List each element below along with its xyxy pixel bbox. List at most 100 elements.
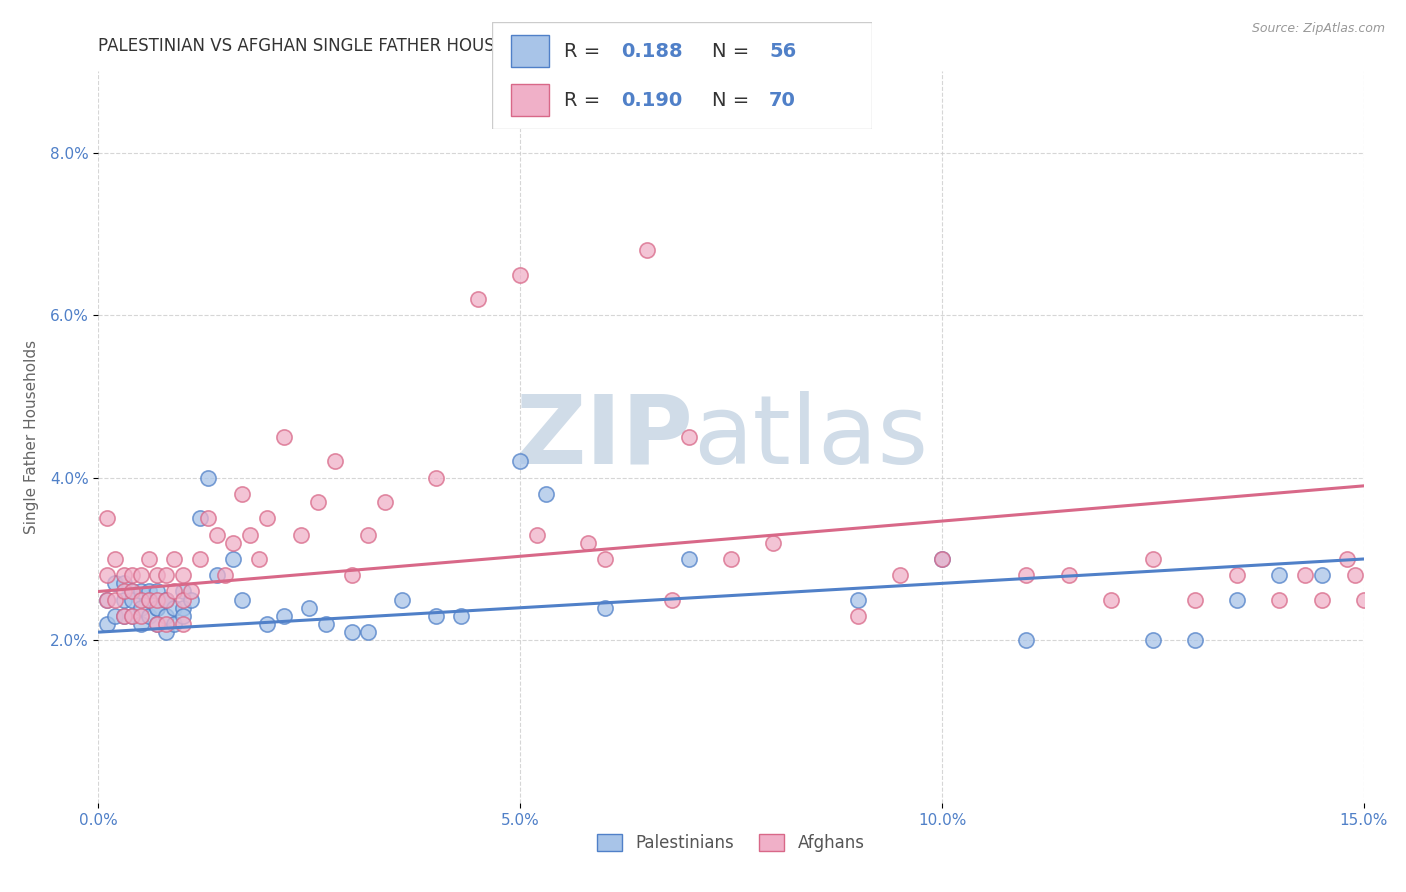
- Point: [661, 592, 683, 607]
- FancyBboxPatch shape: [512, 35, 548, 67]
- Point: [374, 495, 396, 509]
- Point: [155, 592, 177, 607]
- Point: [138, 552, 160, 566]
- Point: [239, 527, 262, 541]
- Point: [96, 592, 118, 607]
- Point: [129, 568, 152, 582]
- Point: [298, 600, 321, 615]
- Text: N =: N =: [713, 42, 756, 61]
- Point: [104, 608, 127, 623]
- Text: 0.190: 0.190: [621, 91, 682, 110]
- Point: [1310, 592, 1333, 607]
- Point: [146, 617, 169, 632]
- Point: [678, 430, 700, 444]
- Point: [315, 617, 337, 632]
- Point: [112, 568, 135, 582]
- Point: [121, 608, 143, 623]
- Point: [146, 584, 169, 599]
- Point: [636, 243, 658, 257]
- Y-axis label: Single Father Households: Single Father Households: [24, 340, 39, 534]
- Text: R =: R =: [564, 91, 607, 110]
- Text: 0.188: 0.188: [621, 42, 683, 61]
- Point: [357, 625, 380, 640]
- Point: [96, 568, 118, 582]
- Point: [96, 617, 118, 632]
- Point: [138, 592, 160, 607]
- Point: [467, 292, 489, 306]
- Point: [1268, 568, 1291, 582]
- Point: [593, 552, 616, 566]
- Point: [1015, 568, 1038, 582]
- Point: [846, 608, 869, 623]
- Point: [121, 568, 143, 582]
- Point: [231, 592, 253, 607]
- Point: [172, 608, 194, 623]
- Point: [172, 600, 194, 615]
- Point: [509, 268, 531, 282]
- Point: [146, 617, 169, 632]
- Point: [222, 535, 245, 549]
- Point: [1099, 592, 1122, 607]
- Point: [112, 584, 135, 599]
- Point: [180, 584, 202, 599]
- Point: [1057, 568, 1080, 582]
- Point: [340, 625, 363, 640]
- Point: [129, 608, 152, 623]
- Text: ZIP: ZIP: [515, 391, 693, 483]
- Point: [96, 592, 118, 607]
- Point: [1184, 633, 1206, 648]
- Point: [593, 600, 616, 615]
- Point: [357, 527, 380, 541]
- Point: [146, 568, 169, 582]
- Point: [129, 600, 152, 615]
- Point: [129, 617, 152, 632]
- Point: [155, 592, 177, 607]
- Point: [256, 617, 278, 632]
- Point: [112, 608, 135, 623]
- Point: [1310, 568, 1333, 582]
- Point: [678, 552, 700, 566]
- Point: [290, 527, 312, 541]
- Point: [163, 617, 186, 632]
- Point: [1268, 592, 1291, 607]
- Point: [1015, 633, 1038, 648]
- Point: [1226, 592, 1249, 607]
- Point: [425, 608, 447, 623]
- Point: [889, 568, 911, 582]
- Point: [172, 584, 194, 599]
- Point: [231, 487, 253, 501]
- FancyBboxPatch shape: [492, 22, 872, 129]
- Point: [121, 608, 143, 623]
- Text: PALESTINIAN VS AFGHAN SINGLE FATHER HOUSEHOLDS CORRELATION CHART: PALESTINIAN VS AFGHAN SINGLE FATHER HOUS…: [98, 37, 748, 54]
- Text: N =: N =: [713, 91, 756, 110]
- Point: [172, 568, 194, 582]
- Point: [450, 608, 472, 623]
- Point: [112, 592, 135, 607]
- Text: 56: 56: [769, 42, 796, 61]
- Point: [247, 552, 270, 566]
- Point: [121, 584, 143, 599]
- Text: atlas: atlas: [693, 391, 928, 483]
- Point: [138, 592, 160, 607]
- Point: [197, 511, 219, 525]
- Legend: Palestinians, Afghans: Palestinians, Afghans: [589, 825, 873, 860]
- Point: [188, 511, 211, 525]
- Point: [1294, 568, 1316, 582]
- Point: [509, 454, 531, 468]
- Point: [214, 568, 236, 582]
- Point: [172, 592, 194, 607]
- FancyBboxPatch shape: [512, 85, 548, 117]
- Point: [846, 592, 869, 607]
- Point: [1344, 568, 1367, 582]
- Point: [129, 592, 152, 607]
- Point: [425, 471, 447, 485]
- Point: [273, 608, 295, 623]
- Point: [112, 576, 135, 591]
- Point: [138, 608, 160, 623]
- Text: 70: 70: [769, 91, 796, 110]
- Point: [96, 511, 118, 525]
- Point: [526, 527, 548, 541]
- Point: [163, 552, 186, 566]
- Point: [534, 487, 557, 501]
- Point: [222, 552, 245, 566]
